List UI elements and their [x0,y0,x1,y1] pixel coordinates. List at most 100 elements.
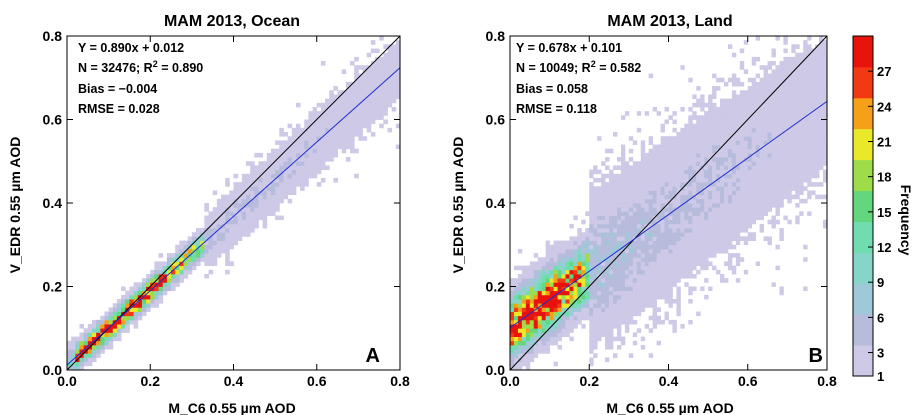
density-cell [525,336,531,342]
density-cell [747,173,753,179]
density-cell [104,319,110,325]
density-cell [771,148,776,154]
density-cell [581,324,586,329]
density-cell [291,186,297,191]
density-cell [183,261,189,267]
density-cell [735,81,741,87]
density-cell [656,194,661,200]
density-cell [795,81,800,87]
density-cell [350,106,355,112]
density-cell [104,311,110,317]
density-cell [150,273,155,279]
density-cell [676,236,681,241]
density-cell [87,332,93,337]
density-cell [573,307,578,312]
density-cell [565,299,570,304]
density-cell [684,203,689,208]
density-cell [731,161,737,166]
density-cell [517,361,523,367]
density-cell [624,294,630,300]
density-cell [747,127,753,133]
density-cell [684,219,689,225]
density-cell [620,290,626,296]
density-cell [569,290,574,296]
density-cell [791,186,796,191]
density-cell [676,307,681,312]
density-cell [537,278,543,283]
density-cell [233,182,239,187]
density-cell [819,86,824,91]
density-cell [395,65,401,70]
density-cell [287,136,293,141]
density-cell [652,290,658,296]
density-cell [743,228,749,233]
density-cell [395,123,401,129]
density-cell [212,215,218,221]
density-cell [191,257,197,262]
density-cell [692,102,697,108]
density-cell [525,273,531,279]
density-cell [513,344,519,350]
density-cell [676,219,681,225]
density-cell [795,194,800,200]
density-cell [723,228,729,233]
density-cell [731,127,737,133]
density-cell [533,265,539,271]
density-cell [108,319,114,325]
density-cell [358,119,363,125]
density-cell [716,173,721,179]
density-cell [624,328,630,333]
density-cell [716,106,721,112]
density-cell [763,111,768,116]
density-cell [716,240,721,246]
density-cell [383,65,388,70]
density-cell [648,165,654,170]
density-cell [258,194,264,200]
density-cell [312,173,318,179]
density-cell [333,86,338,91]
density-cell [652,157,658,162]
density-cell [815,111,820,116]
density-cell [668,294,673,300]
density-cell [720,119,725,125]
density-cell [660,152,665,158]
density-cell [593,290,598,296]
density-cell [771,106,776,112]
density-cell [112,311,118,317]
density-cell [747,123,753,129]
density-cell [620,161,626,166]
density-cell [146,303,151,308]
density-cell [325,115,330,120]
density-cell [87,328,93,333]
density-cell [613,132,618,137]
density-cell [320,119,326,125]
density-cell [672,136,677,141]
density-cell [799,136,804,141]
density-cell [767,119,772,125]
density-cell [337,127,343,133]
density-cell [787,140,792,145]
density-cell [779,127,784,133]
density-cell [525,324,531,329]
density-cell [652,228,658,233]
density-cell [668,240,673,246]
density-cell [684,157,689,162]
density-cell [245,228,251,233]
colorbar-tick-label: 24 [877,99,892,114]
density-cell [329,140,334,145]
density-cell [541,265,547,271]
density-cell [676,169,681,175]
density-cell [704,257,709,262]
density-cell [521,324,527,329]
density-cell [537,273,543,279]
density-cell [585,248,590,254]
density-cell [609,207,614,212]
density-cell [366,115,372,120]
density-cell [517,248,523,254]
density-cell [632,290,638,296]
density-cell [196,261,201,267]
density-cell [751,182,757,187]
density-cell [275,148,280,154]
density-cell [609,273,614,279]
density-cell [573,324,578,329]
